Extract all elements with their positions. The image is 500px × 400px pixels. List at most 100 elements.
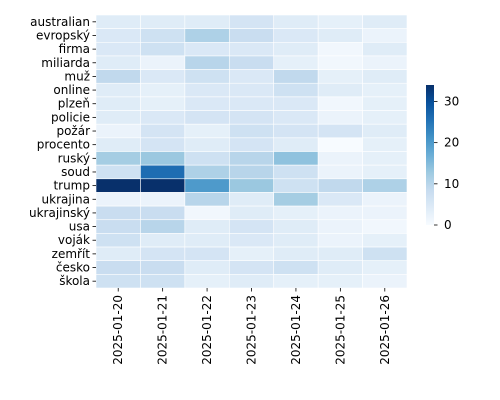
y-tick-label: evropský [36, 28, 90, 42]
heatmap-cell [95, 246, 141, 262]
heatmap-cell [95, 137, 141, 152]
heatmap-cell [228, 41, 275, 57]
heatmap-cell [362, 246, 408, 262]
colorbar-gradient [426, 85, 434, 225]
heatmap-cell [273, 82, 319, 98]
heatmap-cell [228, 110, 275, 125]
heatmap-cell [95, 151, 141, 166]
heatmap-cell [273, 96, 319, 111]
heatmap-cell [362, 69, 408, 84]
y-tick-label: miliarda [41, 56, 90, 70]
heatmap-cell [140, 151, 186, 166]
heatmap-cell [317, 82, 363, 98]
heatmap-cell [273, 151, 319, 166]
heatmap-cell [184, 260, 230, 275]
heatmap-cell [228, 69, 275, 84]
y-tick-label: soud [61, 165, 90, 179]
heatmap-cell [228, 205, 275, 221]
colorbar-tick-label: 20 [444, 136, 459, 150]
heatmap-cell [140, 123, 186, 139]
heatmap-cell [362, 110, 408, 125]
y-tick-label: usa [69, 220, 90, 234]
heatmap-cell [140, 69, 186, 84]
heatmap-cell [273, 205, 319, 221]
y-tick-label: trump [53, 179, 90, 193]
x-tick-label: 2025-01-23 [245, 295, 259, 365]
heatmap-cell [184, 274, 230, 289]
heatmap-cell [184, 96, 230, 111]
heatmap-cell [273, 219, 319, 234]
heatmap-cell [95, 96, 141, 111]
heatmap-cell [362, 41, 408, 57]
heatmap-cell [184, 14, 230, 29]
heatmap-cells [95, 14, 408, 289]
heatmap-cell [184, 110, 230, 125]
y-tick-label: policie [51, 110, 90, 124]
y-tick-label: zemřít [52, 247, 91, 261]
heatmap-cell [140, 233, 186, 248]
heatmap-cell [184, 246, 230, 262]
heatmap-cell [273, 137, 319, 152]
y-tick-label: firma [59, 42, 90, 56]
colorbar-ticks: 0 10 20 30 [434, 94, 459, 232]
heatmap-cell [95, 233, 141, 248]
heatmap-cell [317, 205, 363, 221]
heatmap-cell [184, 82, 230, 98]
heatmap-cell [140, 55, 186, 70]
heatmap-cell [184, 28, 230, 43]
heatmap-cell [362, 123, 408, 139]
heatmap-cell [184, 123, 230, 139]
heatmap-cell [228, 137, 275, 152]
heatmap-cell [317, 233, 363, 248]
heatmap-cell [184, 41, 230, 57]
heatmap-cell [184, 164, 230, 180]
x-tick-label: 2025-01-21 [156, 295, 170, 365]
heatmap-cell [184, 219, 230, 234]
heatmap-cell [273, 28, 319, 43]
heatmap-cell [228, 96, 275, 111]
heatmap-cell [317, 260, 363, 275]
heatmap-cell [317, 41, 363, 57]
heatmap-cell [228, 151, 275, 166]
y-tick-label: ukrajina [42, 192, 90, 206]
y-tick-label: ruský [58, 151, 90, 165]
heatmap-cell [228, 178, 275, 193]
heatmap-cell [362, 137, 408, 152]
heatmap-cell [317, 110, 363, 125]
y-tick-label: česko [56, 261, 90, 275]
heatmap-cell [95, 110, 141, 125]
heatmap-cell [317, 192, 363, 207]
heatmap-cell [140, 137, 186, 152]
heatmap-cell [317, 69, 363, 84]
x-axis-labels: 2025-01-20 2025-01-21 2025-01-22 2025-01-23… [111, 288, 392, 365]
heatmap-cell [228, 55, 275, 70]
x-tick-label: 2025-01-24 [289, 295, 303, 365]
heatmap-cell [273, 260, 319, 275]
heatmap-cell [184, 137, 230, 152]
heatmap-cell [273, 69, 319, 84]
y-tick-label: požár [56, 124, 90, 138]
heatmap-cell [140, 274, 186, 289]
colorbar: 0 10 20 30 [426, 85, 459, 232]
heatmap-cell [95, 41, 141, 57]
heatmap-cell [228, 233, 275, 248]
heatmap-cell [228, 274, 275, 289]
heatmap-cell [273, 55, 319, 70]
heatmap-cell [317, 219, 363, 234]
heatmap-cell [95, 274, 141, 289]
colorbar-tick-label: 30 [444, 94, 459, 108]
x-tick-label: 2025-01-22 [200, 295, 214, 365]
y-tick-label: voják [58, 233, 90, 247]
heatmap-cell [273, 192, 319, 207]
heatmap-cell [228, 14, 275, 29]
heatmap-cell [95, 82, 141, 98]
heatmap-cell [140, 28, 186, 43]
heatmap-cell [184, 192, 230, 207]
heatmap-cell [317, 123, 363, 139]
heatmap-cell [95, 192, 141, 207]
heatmap-cell [184, 205, 230, 221]
colorbar-tick-label: 10 [444, 177, 459, 191]
heatmap-cell [317, 164, 363, 180]
heatmap-cell [317, 178, 363, 193]
heatmap-cell [95, 260, 141, 275]
